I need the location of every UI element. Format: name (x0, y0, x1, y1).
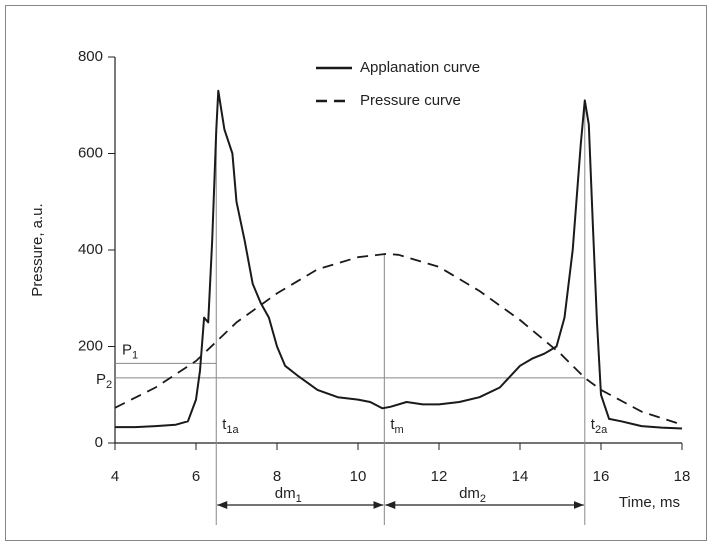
level-label: P1 (122, 341, 138, 361)
x-tick-label: 12 (431, 468, 448, 485)
time-label-sub: m (394, 424, 403, 436)
time-label-sub: 1a (226, 424, 239, 436)
y-tick-label: 600 (78, 144, 103, 161)
level-label-base: P (122, 341, 132, 358)
interval-label: dm2 (459, 485, 486, 505)
x-tick-label: 8 (273, 468, 281, 485)
time-label-base: t (591, 416, 596, 433)
interval-label: dm1 (275, 485, 302, 505)
level-label-base: P (96, 371, 106, 388)
legend-label: Pressure curve (360, 92, 461, 109)
time-label-sub: 2a (595, 424, 608, 436)
x-tick-label: 10 (350, 468, 367, 485)
series-line (114, 253, 683, 426)
level-label: P2 (96, 371, 112, 391)
y-tick-label: 0 (95, 434, 103, 451)
interval-label-base: dm (459, 485, 480, 502)
x-tick-label: 16 (593, 468, 610, 485)
y-axis-label: Pressure, a.u. (29, 203, 46, 296)
level-label-sub: 1 (132, 349, 138, 361)
interval-label-sub: 2 (480, 493, 486, 505)
interval-label-base: dm (275, 485, 296, 502)
legend-label: Applanation curve (360, 59, 480, 76)
time-label: t2a (591, 416, 608, 436)
x-tick-label: 4 (111, 468, 119, 485)
interval-label-sub: 1 (296, 493, 302, 505)
y-tick-label: 200 (78, 337, 103, 354)
x-tick-label: 14 (512, 468, 529, 485)
time-label: tm (390, 416, 403, 436)
x-tick-label: 18 (674, 468, 691, 485)
x-tick-label: 6 (192, 468, 200, 485)
time-label-base: t (222, 416, 227, 433)
frame (5, 5, 707, 541)
time-label: t1a (222, 416, 239, 436)
x-axis-label: Time, ms (619, 494, 680, 511)
level-label-sub: 2 (106, 379, 112, 391)
y-tick-label: 400 (78, 241, 103, 258)
y-tick-label: 800 (78, 48, 103, 65)
time-label-base: t (390, 416, 395, 433)
series-line (115, 89, 683, 430)
